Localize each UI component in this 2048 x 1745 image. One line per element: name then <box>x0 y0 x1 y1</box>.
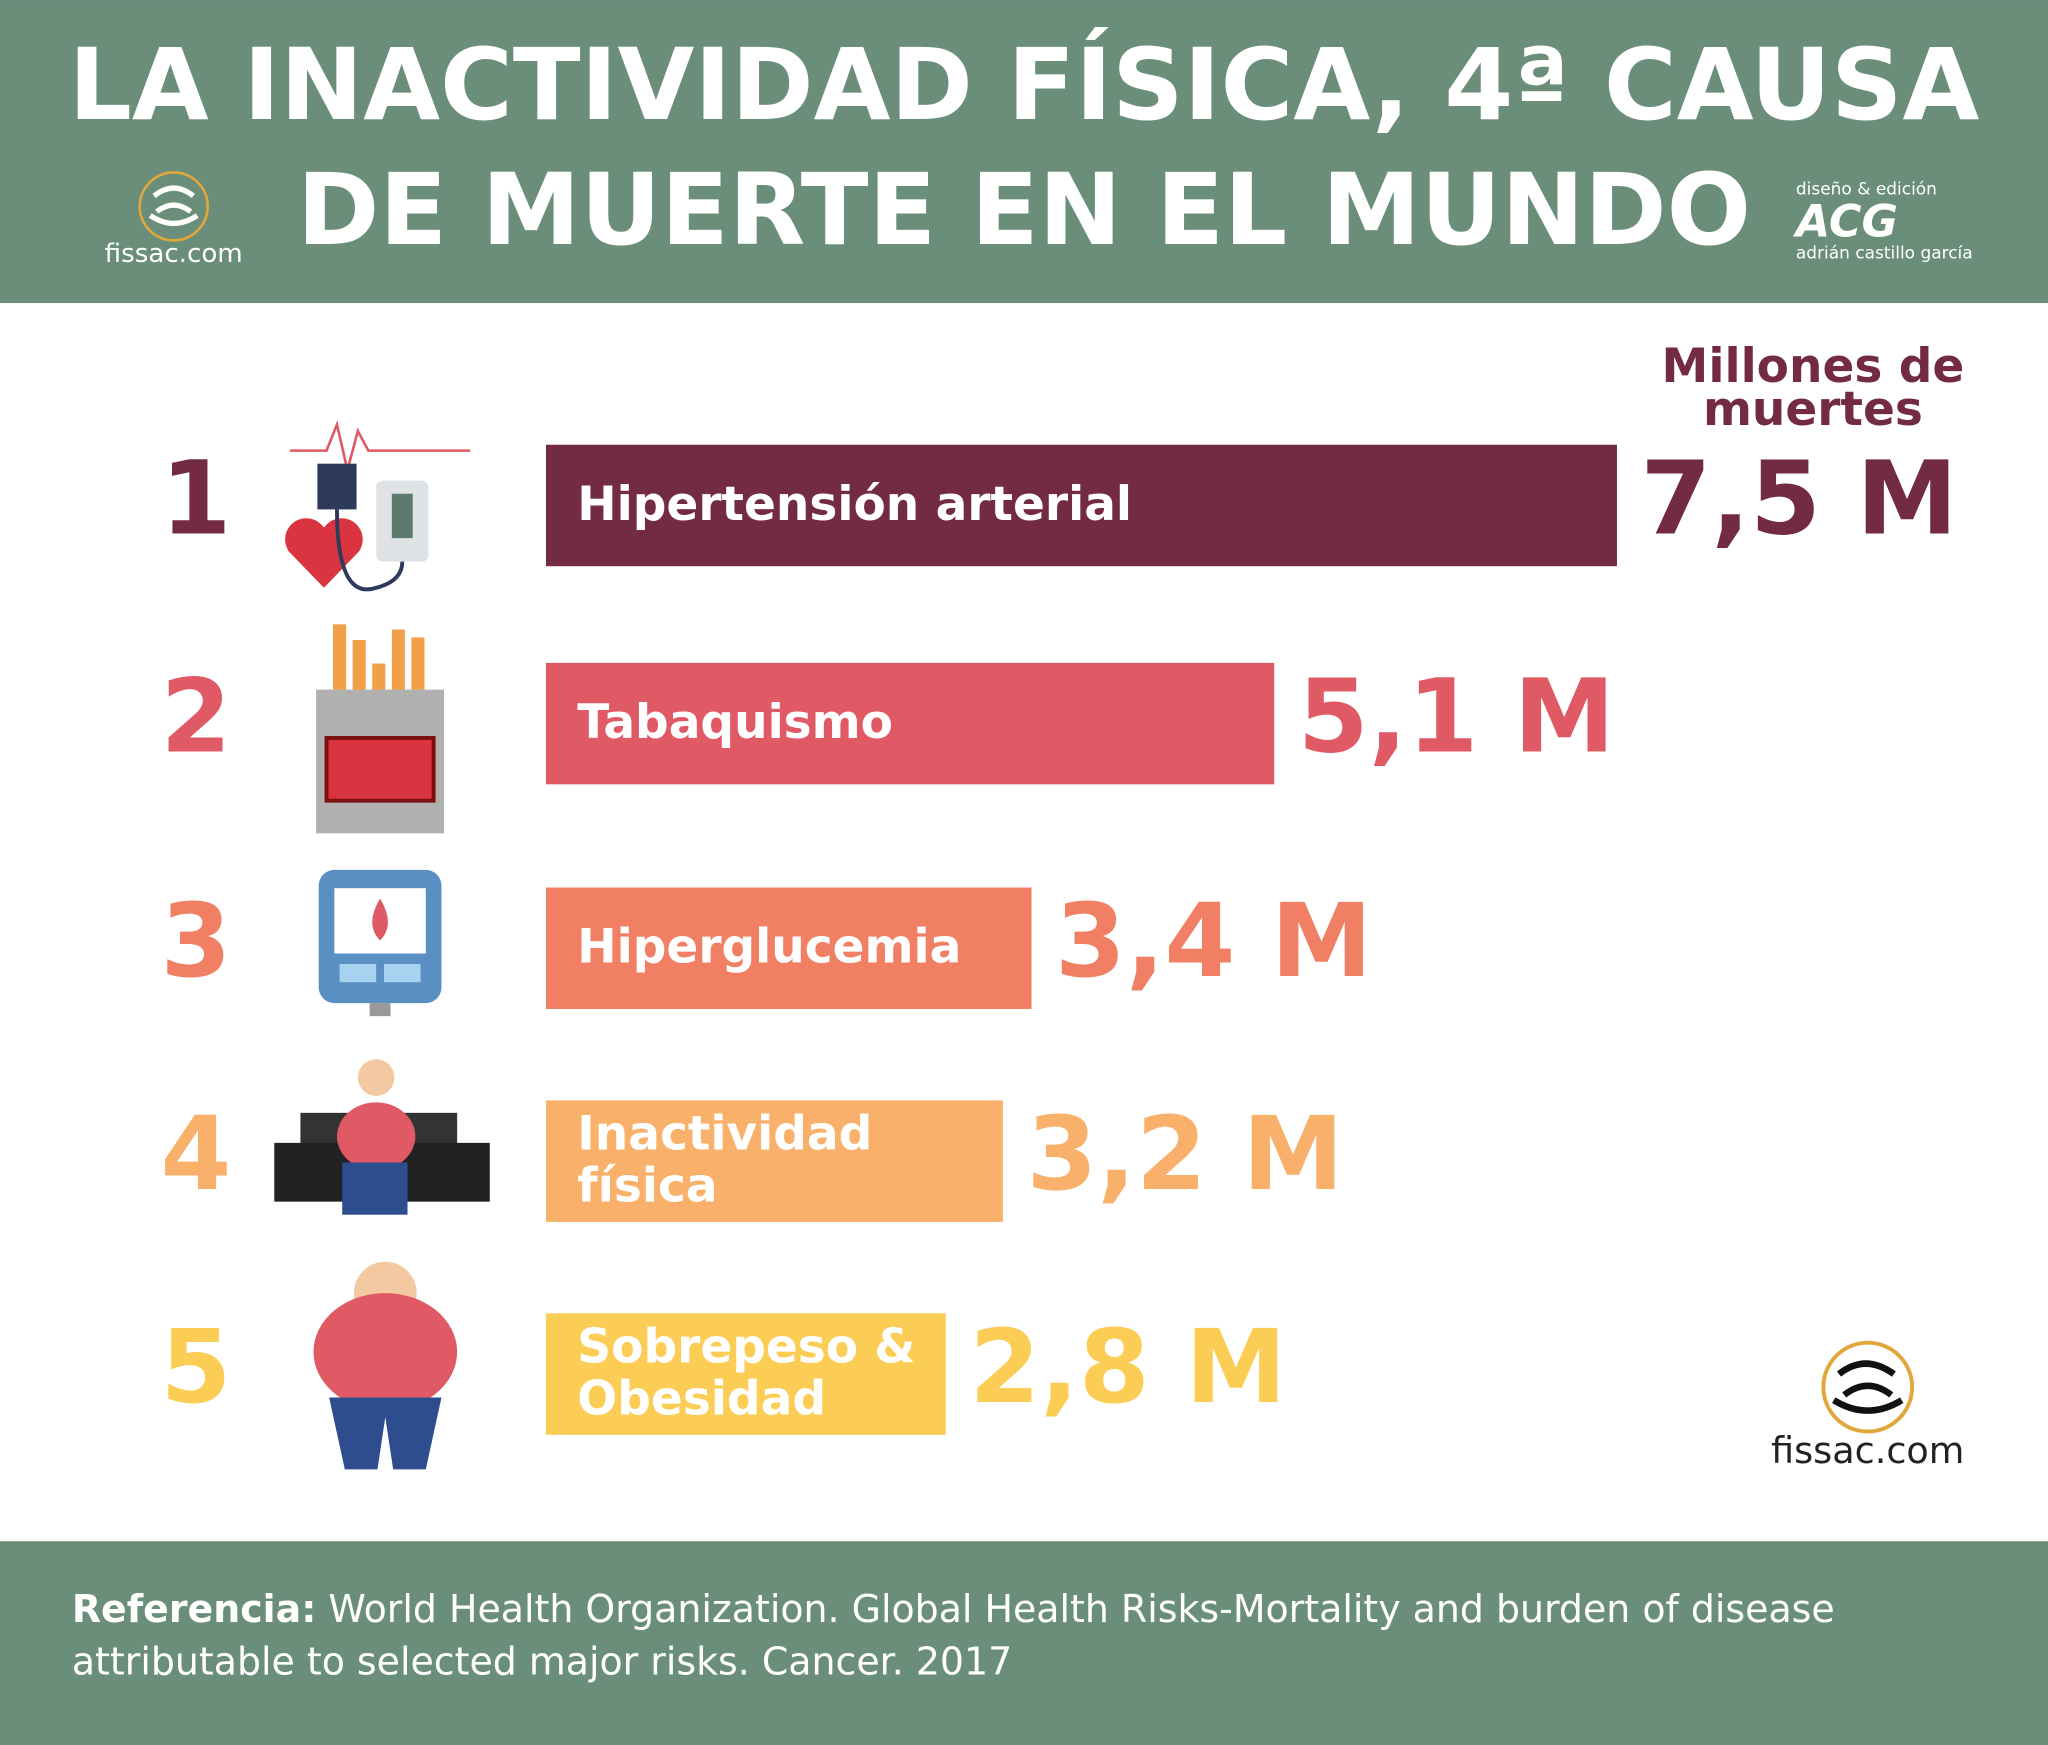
footer-band <box>0 1541 2048 1745</box>
icon-blood-pressure <box>285 420 471 592</box>
category-box: Sobrepeso & Obesidad <box>577 1320 916 1427</box>
logo-ring <box>138 171 209 242</box>
design-logo: ACG <box>1793 197 1898 248</box>
rank: 2 <box>160 657 231 776</box>
bar <box>545 444 1617 567</box>
rank: 1 <box>160 439 231 558</box>
value-label: 5,1 M <box>1298 657 1615 776</box>
reference-label: Referencia: <box>71 1586 317 1632</box>
design-credit: diseño & edición <box>1796 179 1937 199</box>
icon-overweight <box>313 1261 458 1470</box>
rank: 4 <box>160 1095 231 1214</box>
logo-mark <box>1832 1360 1904 1414</box>
icon-cigarettes <box>316 624 445 834</box>
category-label: Tabaquismo <box>577 696 893 750</box>
logo-ring <box>1821 1340 1915 1434</box>
category-label: Sobrepeso & Obesidad <box>577 1320 916 1427</box>
logo-mark <box>148 185 199 226</box>
category-box: Hiperglucemia <box>577 920 962 975</box>
bar <box>545 887 1032 1009</box>
axis-label: muertes <box>1703 382 1923 437</box>
bar <box>545 1313 946 1435</box>
bar <box>545 662 1275 785</box>
value-label: 7,5 M <box>1640 439 1957 558</box>
designer: adrián castillo garcía <box>1796 243 1973 263</box>
site-name: fissac.com <box>105 239 243 269</box>
reference-box: Referencia: World Health Organization. G… <box>72 1583 1992 1687</box>
category-box: Inactividad física <box>577 1107 873 1214</box>
category-box: Tabaquismo <box>577 696 893 750</box>
reference-text: World Health Organization. Global Health… <box>71 1586 1835 1684</box>
category-label: Hipertensión arterial <box>577 478 1133 532</box>
site-name: fissac.com <box>1771 1429 1964 1472</box>
axis-label: Millones de <box>1662 339 1965 394</box>
icon-sofa <box>274 1059 490 1215</box>
title-line: DE MUERTE EN EL MUNDO <box>297 153 1751 268</box>
value-label: 3,4 M <box>1055 882 1372 1001</box>
icon-glucometer <box>318 869 442 1017</box>
value-label: 2,8 M <box>969 1308 1286 1427</box>
category-box: Hipertensión arterial <box>577 478 1133 532</box>
title-line: LA INACTIVIDAD FÍSICA, 4ª CAUSA <box>69 26 1980 143</box>
category-label: Hiperglucemia <box>577 920 962 975</box>
rank: 5 <box>160 1308 231 1427</box>
bar <box>545 1100 1003 1222</box>
value-label: 3,2 M <box>1026 1095 1343 1214</box>
header-band <box>0 0 2048 304</box>
rank: 3 <box>160 882 231 1001</box>
reference: Referencia: World Health Organization. G… <box>72 1583 1992 1687</box>
category-label: Inactividad física <box>577 1107 873 1214</box>
